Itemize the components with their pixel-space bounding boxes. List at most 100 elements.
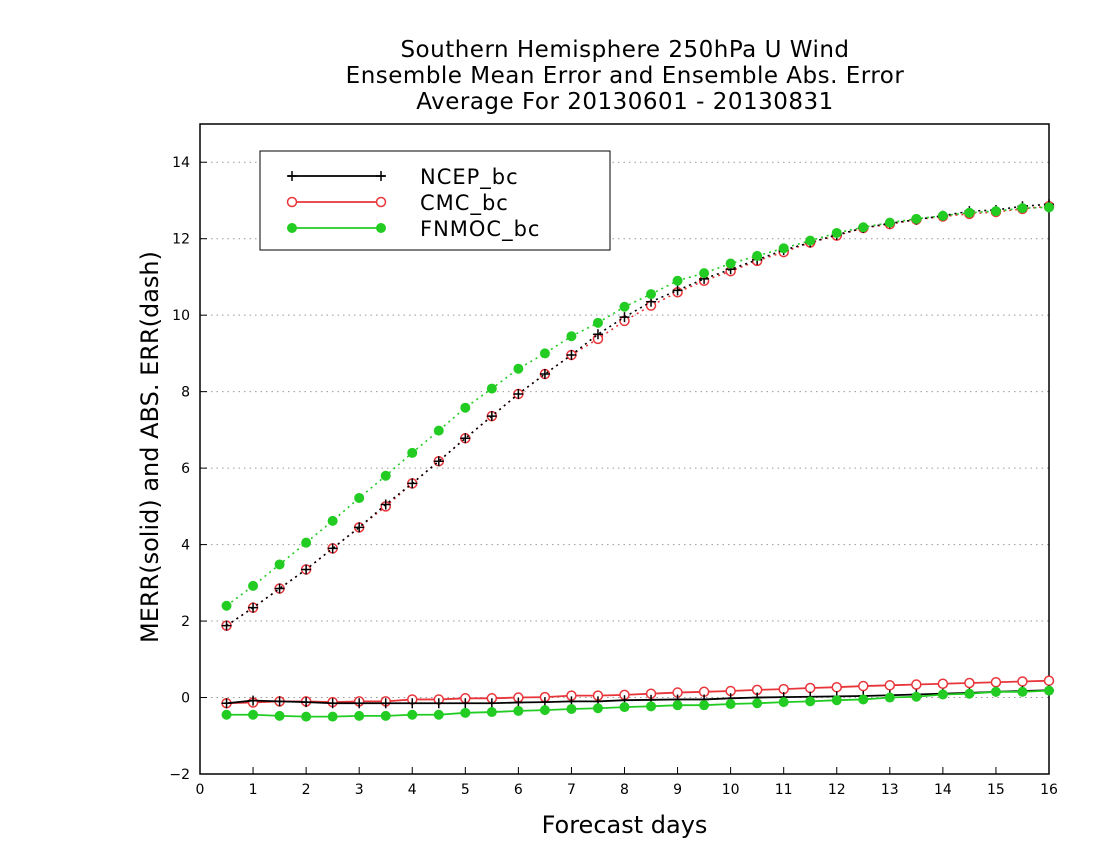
merr-point <box>858 694 869 705</box>
x-tick-label: 9 <box>673 782 682 798</box>
y-tick-label: 14 <box>172 155 190 171</box>
abs-err-line-FNMOC_bc <box>226 206 1050 607</box>
abs-err-point <box>619 301 630 312</box>
series-NCEP_bc <box>221 199 1054 709</box>
abs-err-point <box>433 425 444 436</box>
merr-point <box>274 710 285 721</box>
merr-point <box>301 697 312 708</box>
merr-point <box>566 704 577 714</box>
abs-err-point <box>937 210 948 221</box>
abs-err-line-CMC_bc <box>226 205 1050 627</box>
merr-point <box>964 688 975 699</box>
x-tick-label: 12 <box>828 782 846 798</box>
merr-point <box>1017 686 1028 697</box>
merr-point <box>380 698 391 709</box>
abs-err-point <box>221 600 232 611</box>
merr-point <box>248 709 259 720</box>
y-tick-label: 4 <box>181 538 190 554</box>
merr-point <box>513 705 524 716</box>
merr-point <box>831 695 842 706</box>
merr-point <box>858 680 869 692</box>
abs-err-point <box>990 206 1001 217</box>
abs-err-point <box>407 478 418 489</box>
chart-title-line-2: Ensemble Mean Error and Ensemble Abs. Er… <box>345 63 905 89</box>
merr-point <box>778 697 789 708</box>
merr-point <box>221 698 232 709</box>
merr-point <box>248 695 259 706</box>
merr-point <box>805 696 816 707</box>
abs-err-point <box>539 369 550 380</box>
merr-point <box>884 692 895 703</box>
x-tick-label: 14 <box>934 782 952 798</box>
abs-err-point <box>486 383 497 394</box>
abs-err-point <box>433 456 444 467</box>
merr-point <box>964 677 975 689</box>
legend-marker <box>286 196 298 208</box>
abs-err-point <box>1044 202 1054 213</box>
merr-point <box>911 691 922 702</box>
x-tick-label: 0 <box>196 782 205 798</box>
merr-point <box>460 698 471 709</box>
x-tick-label: 3 <box>355 782 364 798</box>
abs-err-point <box>248 580 259 591</box>
abs-err-point <box>486 411 497 422</box>
merr-point <box>699 700 710 711</box>
abs-err-point <box>274 583 285 594</box>
y-tick-label: 0 <box>181 691 190 707</box>
y-tick-label: 2 <box>181 614 190 630</box>
abs-err-point <box>964 207 975 218</box>
abs-err-point <box>752 250 763 261</box>
series-layer <box>221 199 1055 722</box>
abs-err-point <box>592 329 603 340</box>
merr-point <box>1043 675 1055 686</box>
merr-point <box>752 698 763 709</box>
abs-err-point <box>460 402 471 413</box>
merr-point <box>327 711 338 722</box>
x-tick-label: 2 <box>302 782 311 798</box>
abs-err-point <box>566 349 577 360</box>
legend-label-FNMOC_bc: FNMOC_bc <box>420 217 540 242</box>
merr-point <box>592 703 603 714</box>
merr-point <box>937 689 948 700</box>
x-tick-label: 10 <box>722 782 740 798</box>
abs-err-point <box>672 285 683 296</box>
abs-err-point <box>327 515 338 526</box>
merr-point <box>486 707 497 718</box>
legend-marker <box>287 223 297 233</box>
abs-err-point <box>513 363 524 374</box>
abs-err-point <box>619 312 630 323</box>
merr-point <box>460 707 471 718</box>
legend-label-NCEP_bc: NCEP_bc <box>420 165 519 190</box>
y-tick-label: −2 <box>169 767 190 783</box>
abs-err-point <box>778 243 789 254</box>
x-tick-label: 16 <box>1040 782 1058 798</box>
x-tick-label: 15 <box>987 782 1005 798</box>
y-tick-label: 12 <box>172 232 190 248</box>
legend-marker <box>375 196 387 208</box>
merr-point <box>407 709 418 720</box>
x-tick-label: 11 <box>775 782 793 798</box>
abs-err-point <box>460 433 471 444</box>
chart-title-line-3: Average For 20130601 - 20130831 <box>416 89 834 115</box>
merr-point <box>407 698 418 709</box>
chart-title-line-1: Southern Hemisphere 250hPa U Wind <box>400 37 850 63</box>
abs-err-point <box>301 564 312 575</box>
legend-box <box>259 150 611 251</box>
abs-err-point <box>1017 203 1028 214</box>
merr-point <box>725 699 736 710</box>
merr-point <box>327 698 338 709</box>
legend-marker <box>287 171 297 181</box>
abs-err-point <box>646 289 657 300</box>
merr-point <box>804 682 816 694</box>
merr-point <box>990 686 1001 697</box>
x-tick-label: 4 <box>408 782 417 798</box>
series-FNMOC_bc <box>221 202 1054 722</box>
abs-err-point <box>354 492 365 503</box>
abs-err-line-NCEP_bc <box>226 203 1050 627</box>
abs-err-point <box>248 602 259 613</box>
x-tick-label: 6 <box>514 782 523 798</box>
abs-err-point <box>327 543 338 554</box>
abs-err-point <box>672 275 683 286</box>
